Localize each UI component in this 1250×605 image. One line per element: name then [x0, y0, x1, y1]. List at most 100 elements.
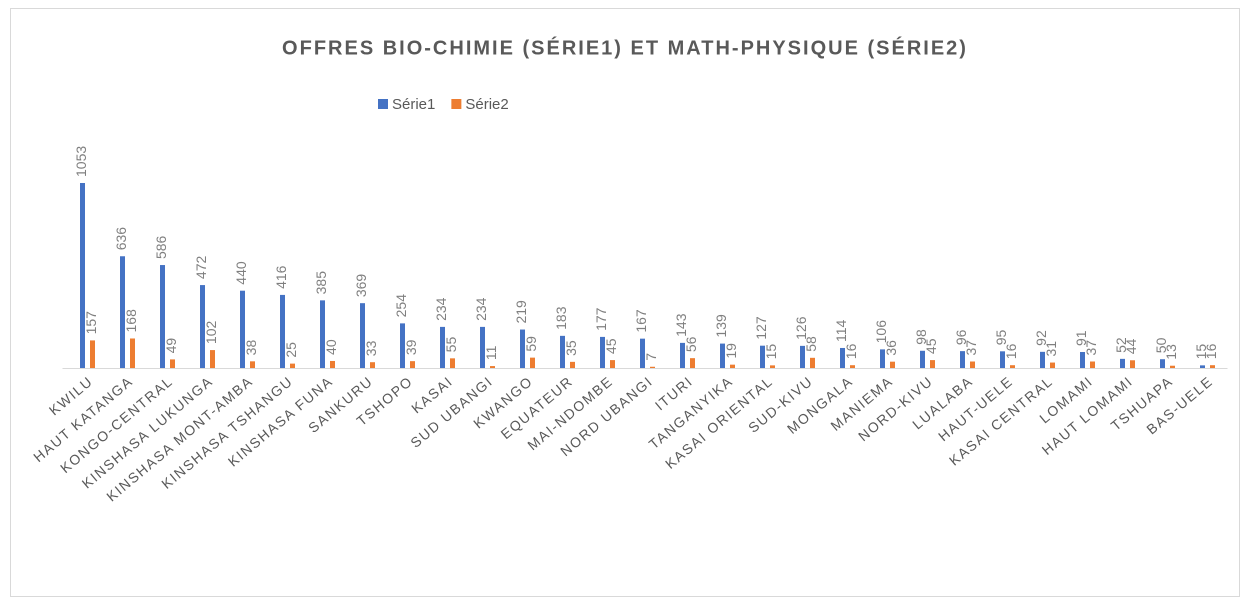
bar [1010, 365, 1015, 368]
value-label: 35 [563, 340, 579, 356]
value-label: 45 [603, 338, 619, 354]
value-label: 98 [913, 329, 929, 345]
value-label: 183 [553, 306, 569, 330]
bar [880, 349, 885, 368]
value-label: 114 [833, 319, 849, 342]
bar [640, 338, 645, 368]
value-label: 167 [633, 309, 649, 333]
value-label: 44 [1123, 338, 1139, 354]
bar [1090, 361, 1095, 368]
bar [400, 323, 405, 368]
value-label: 49 [163, 338, 179, 354]
value-label: 31 [1043, 341, 1059, 357]
bar [200, 285, 205, 368]
value-label: 143 [673, 313, 689, 337]
value-label: 416 [273, 265, 289, 289]
value-label: 55 [443, 337, 459, 353]
bar [1130, 360, 1135, 368]
value-label: 369 [353, 274, 369, 298]
bar [490, 366, 495, 368]
bar [810, 357, 815, 368]
bar [1170, 365, 1175, 368]
bar [280, 294, 285, 368]
bar [1080, 352, 1085, 368]
value-label: 472 [193, 256, 209, 280]
value-label: 126 [793, 316, 809, 340]
value-label: 92 [1033, 330, 1049, 346]
value-label: 11 [483, 345, 499, 360]
bar [90, 340, 95, 368]
value-label: 157 [83, 311, 99, 335]
value-label: 16 [843, 343, 859, 359]
bar [520, 329, 525, 368]
bar [650, 366, 655, 368]
value-label: 636 [113, 227, 129, 251]
value-label: 56 [683, 336, 699, 352]
value-label: 15 [763, 344, 779, 360]
value-label: 95 [993, 330, 1009, 346]
bar [960, 351, 965, 368]
bar [170, 359, 175, 368]
bar [720, 343, 725, 368]
value-label: 219 [513, 300, 529, 324]
value-label: 13 [1163, 344, 1179, 360]
value-label: 39 [403, 339, 419, 355]
value-label: 385 [313, 271, 329, 295]
value-label: 37 [1083, 340, 1099, 356]
bar [80, 183, 85, 368]
value-label: 139 [713, 314, 729, 338]
bar [410, 361, 415, 368]
legend-swatch [378, 99, 388, 109]
bar [760, 345, 765, 368]
bar [240, 290, 245, 368]
legend-label: Série2 [465, 96, 508, 113]
chart-frame [10, 8, 1240, 597]
value-label: 38 [243, 340, 259, 356]
bar [570, 361, 575, 368]
bar [1040, 351, 1045, 368]
bar [530, 357, 535, 368]
value-label: 33 [363, 340, 379, 356]
value-label: 7 [643, 353, 659, 361]
value-label: 96 [953, 329, 969, 345]
bar [120, 256, 125, 368]
bar [690, 358, 695, 368]
chart-title: OFFRES BIO-CHIMIE (SÉRIE1) ET MATH-PHYSI… [282, 36, 968, 59]
bar [160, 265, 165, 368]
value-label: 40 [323, 339, 339, 355]
bar [480, 326, 485, 368]
bar [290, 363, 295, 368]
value-label: 52 [1113, 337, 1129, 353]
value-label: 45 [923, 338, 939, 354]
value-label: 586 [153, 235, 169, 259]
bar [1210, 365, 1215, 368]
value-label: 58 [803, 336, 819, 352]
value-label: 16 [1203, 343, 1219, 359]
value-label: 36 [883, 340, 899, 356]
value-label: 234 [473, 297, 489, 321]
value-label: 50 [1153, 337, 1169, 353]
bar [840, 347, 845, 368]
value-label: 37 [963, 340, 979, 356]
value-label: 25 [283, 342, 299, 358]
bar [330, 360, 335, 368]
bar [1050, 362, 1055, 368]
bar [210, 350, 215, 368]
value-label: 254 [393, 294, 409, 318]
bar [130, 338, 135, 368]
bar [370, 362, 375, 368]
value-label: 102 [203, 321, 219, 345]
bar [1120, 358, 1125, 368]
value-label: 91 [1073, 330, 1089, 346]
value-label: 19 [723, 343, 739, 359]
value-label: 127 [753, 316, 769, 340]
value-label: 15 [1193, 344, 1209, 360]
bar [360, 303, 365, 368]
bar [890, 361, 895, 368]
bar [920, 350, 925, 368]
bar [320, 300, 325, 368]
bar [600, 336, 605, 368]
value-label: 1053 [73, 146, 89, 177]
bar [450, 358, 455, 368]
bar [1160, 359, 1165, 368]
